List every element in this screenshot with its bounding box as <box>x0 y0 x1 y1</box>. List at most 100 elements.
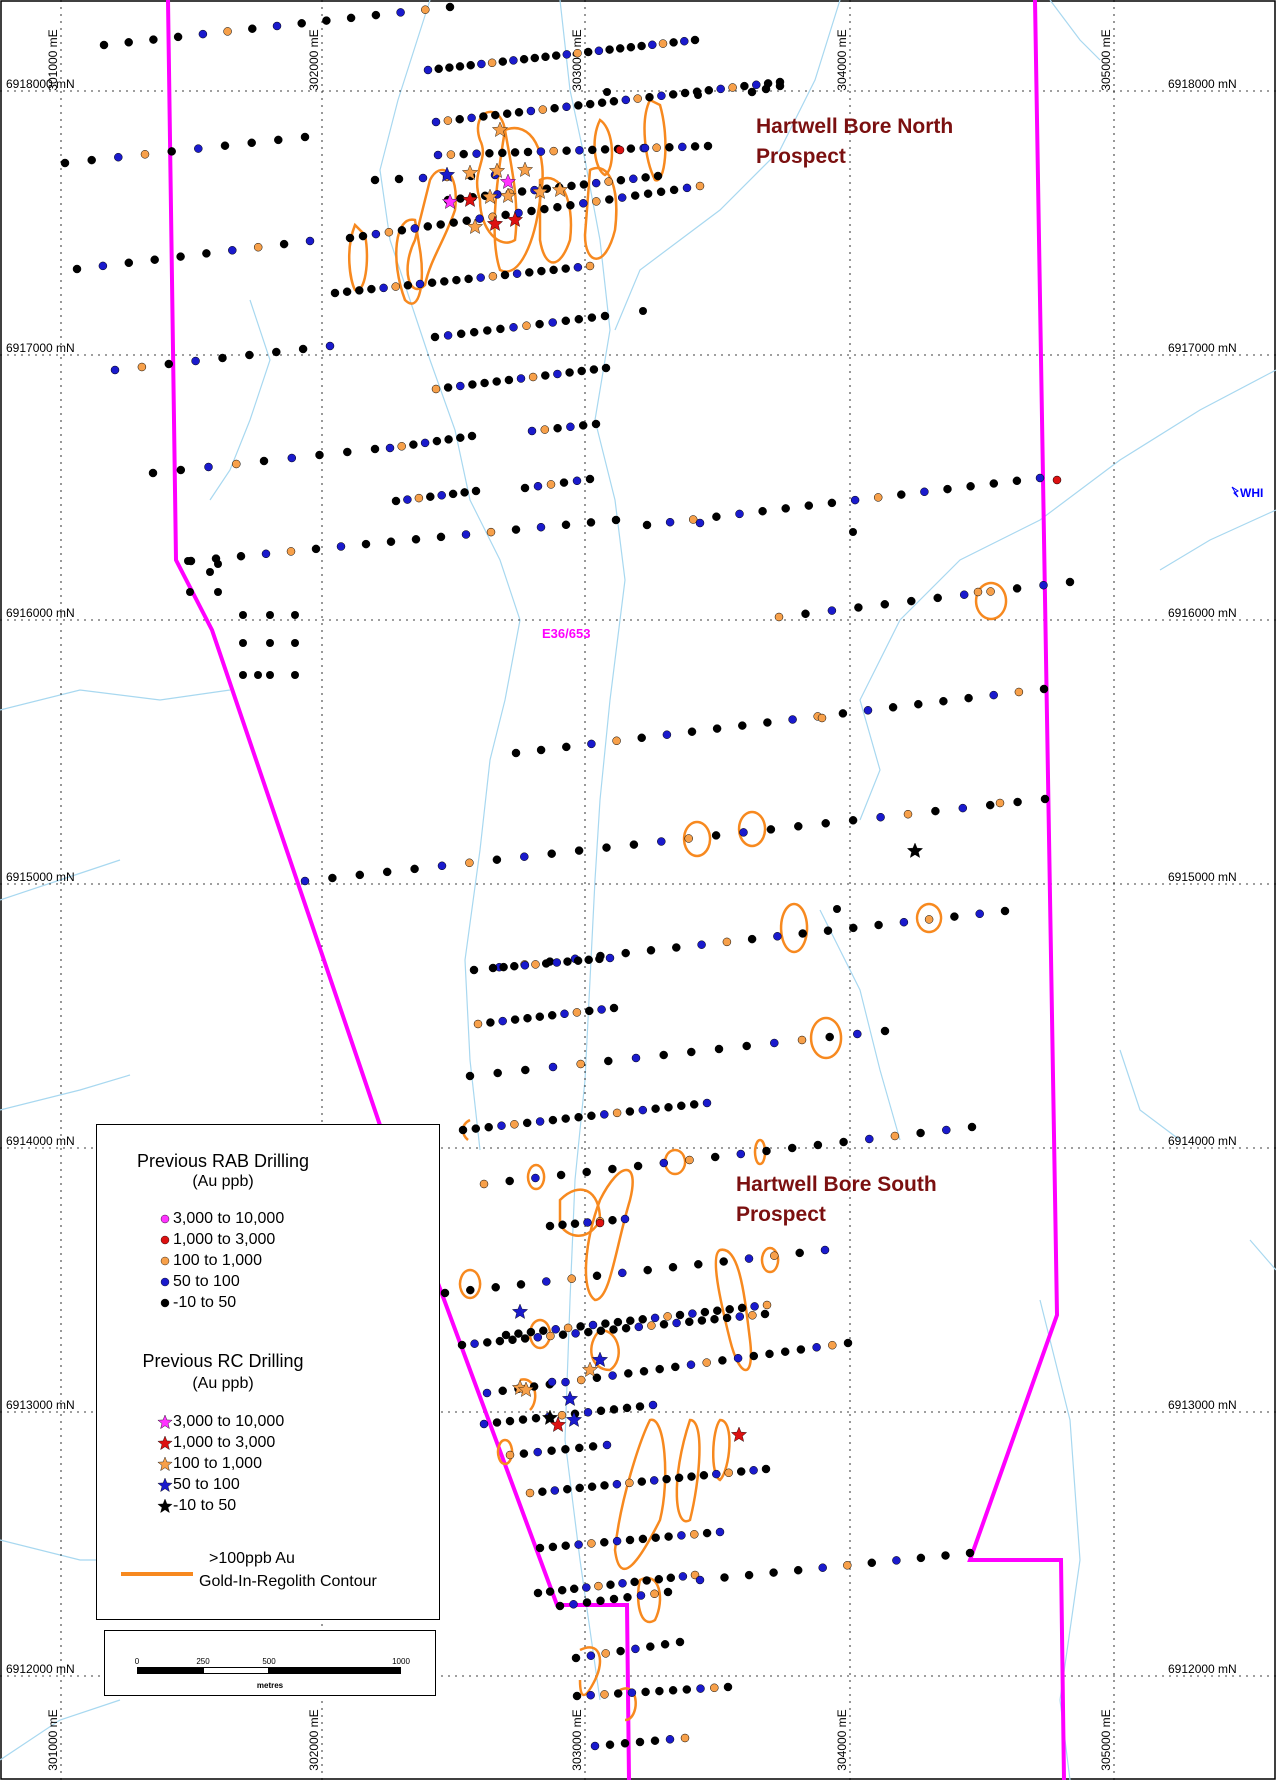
rab-drill-hole-37-11 <box>662 1474 671 1484</box>
rab-drill-hole-25-8 <box>573 956 583 965</box>
rab-drill-hole-20-13 <box>943 484 952 494</box>
rab-drill-hole-28-3 <box>497 1121 506 1130</box>
rab-legend-label-1: 1,000 to 3,000 <box>173 1231 276 1248</box>
rab-drill-hole-23-1 <box>328 873 337 883</box>
northing-label-right-0: 6918000 mN <box>1168 77 1237 91</box>
star-icon <box>157 1477 173 1493</box>
gold-contour-2 <box>538 176 573 264</box>
gold-contour-29 <box>675 1418 701 1523</box>
rab-drill-hole-25-9 <box>584 955 593 965</box>
rab-drill-hole-38-4 <box>587 1539 596 1548</box>
rab-drill-hole-33-5 <box>520 1334 530 1343</box>
drainage-line-9 <box>819 909 901 1141</box>
rab-drill-hole-40-7 <box>650 1589 659 1599</box>
rab-drill-hole-8-3 <box>384 227 394 237</box>
rc-drill-hole-star-5 <box>491 121 509 137</box>
gold-contour-27 <box>496 1438 514 1466</box>
rab-drill-hole-14-1 <box>397 442 406 451</box>
rab-drill-hole-43-1 <box>586 1690 595 1700</box>
rab-drill-hole-28-12 <box>612 1108 622 1118</box>
rab-drill-hole-41-9 <box>916 1553 926 1563</box>
rab-drill-hole-33-19 <box>697 1316 707 1325</box>
gold-contour-16 <box>526 1163 546 1191</box>
rab-legend-label-4: -10 to 50 <box>173 1294 237 1311</box>
rab-drill-hole-12-4 <box>218 353 227 363</box>
rab-drill-hole-23-15 <box>711 831 721 840</box>
rc-legend-label-3: 50 to 100 <box>173 1476 240 1493</box>
rab-drill-hole-22-4 <box>612 736 621 746</box>
rab-drill-hole-23-11 <box>602 843 611 852</box>
rab-drill-hole-26-8 <box>572 1008 582 1017</box>
rab-anomaly-hole-0 <box>615 145 625 155</box>
rab-drill-hole-11-4 <box>483 326 492 335</box>
drainage-line-8 <box>1159 509 1276 571</box>
rab-drill-hole-extra-9 <box>266 671 274 679</box>
rab-drill-hole-22-6 <box>662 730 672 739</box>
rab-drill-hole-31-11 <box>719 1257 728 1266</box>
rab-drill-hole-3-15 <box>609 97 619 106</box>
rab-drill-hole-extra-10 <box>291 671 299 679</box>
rab-drill-hole-29-16 <box>890 1131 900 1141</box>
drainage-line-6 <box>0 1074 131 1111</box>
rab-drill-hole-15-4 <box>578 421 588 430</box>
rab-drill-hole-3-0 <box>431 117 441 127</box>
rab-drill-hole-28-16 <box>664 1103 673 1112</box>
rab-drill-hole-21-5 <box>907 596 916 606</box>
rab-drill-hole-19-3 <box>261 549 271 559</box>
gold-contour-31 <box>636 1576 662 1624</box>
rab-drill-hole-1-8 <box>509 56 518 65</box>
gold-contour-12 <box>779 902 809 954</box>
rab-drill-hole-21-6 <box>933 593 942 603</box>
rab-drill-hole-3-26 <box>740 81 749 91</box>
gold-contour-23 <box>760 1246 780 1274</box>
rab-drill-hole-27-10 <box>742 1041 751 1051</box>
rab-drill-hole-1-18 <box>615 44 625 53</box>
rab-drill-hole-38-14 <box>715 1527 725 1537</box>
rab-drill-hole-37-7 <box>612 1479 622 1489</box>
rab-drill-hole-39-1 <box>545 1587 555 1596</box>
rab-drill-hole-29-17 <box>916 1128 925 1138</box>
rab-drill-hole-23-18 <box>794 822 803 831</box>
rab-drill-hole-33-18 <box>685 1317 694 1327</box>
rab-drill-hole-19-2 <box>236 551 246 561</box>
rab-drill-hole-7-14 <box>616 175 626 185</box>
rab-drill-hole-3-3 <box>467 113 476 123</box>
rab-drill-hole-extra-7 <box>291 639 299 647</box>
rab-drill-hole-28-4 <box>510 1120 519 1129</box>
rab-drill-hole-3-19 <box>657 91 666 101</box>
rab-drill-hole-3-5 <box>491 110 500 120</box>
rab-drill-hole-8-18 <box>579 199 588 208</box>
gold-contour-10 <box>682 820 712 858</box>
rab-drill-hole-32-3 <box>539 1326 548 1335</box>
rab-drill-hole-12-5 <box>245 350 254 360</box>
rab-drill-hole-33-10 <box>584 1327 593 1337</box>
rab-drill-hole-25-3 <box>520 961 530 970</box>
scale-segment-2 <box>203 1667 269 1674</box>
rab-drill-hole-28-7 <box>548 1115 558 1125</box>
rab-drill-hole-13-6 <box>504 375 514 385</box>
rab-drill-hole-0-6 <box>248 24 257 33</box>
rab-drill-hole-38-12 <box>690 1530 699 1539</box>
rab-drill-hole-33-13 <box>621 1323 631 1333</box>
rab-drill-hole-42-3 <box>616 1646 625 1656</box>
rab-drill-hole-16-5 <box>287 453 297 463</box>
rab-drill-hole-37-9 <box>637 1477 647 1486</box>
rab-drill-hole-33-9 <box>571 1329 580 1338</box>
rab-drill-hole-34-16 <box>733 1353 743 1363</box>
rab-drill-hole-3-24 <box>716 84 725 94</box>
rab-drill-hole-23-3 <box>382 867 392 877</box>
rab-drill-hole-33-0 <box>457 1340 467 1350</box>
gold-contour-7 <box>643 98 667 182</box>
rab-drill-hole-22-15 <box>888 703 898 712</box>
rab-drill-hole-18-0 <box>520 483 530 493</box>
rab-drill-hole-10-3 <box>367 284 376 294</box>
rab-drill-hole-8-4 <box>397 226 407 235</box>
rab-drill-hole-32-12 <box>650 1313 660 1323</box>
rc-legend-symbol-3 <box>157 1477 173 1493</box>
northing-label-right-4: 6914000 mN <box>1168 1134 1237 1148</box>
rab-drill-hole-44-0 <box>590 1741 600 1751</box>
rab-anomaly-hole-7 <box>695 518 705 528</box>
rab-drill-hole-34-22 <box>828 1340 837 1350</box>
rab-drill-hole-13-1 <box>443 383 453 392</box>
